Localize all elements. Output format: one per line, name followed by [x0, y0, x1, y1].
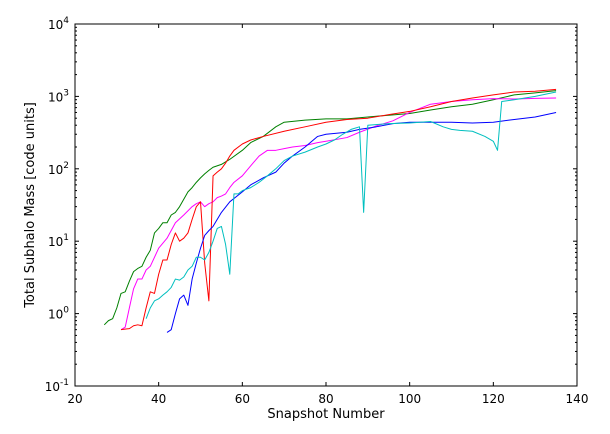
y-axis-label: Total Subhalo Mass [code units] — [23, 102, 38, 309]
y-axis-ticks: 10-1 100 101 102 103 104 — [45, 16, 577, 394]
series-layer — [103, 88, 557, 333]
y-tick-label: 101 — [48, 233, 69, 249]
x-tick-label: 120 — [482, 392, 505, 406]
x-tick-label: 20 — [67, 392, 82, 406]
x-tick-label: 140 — [566, 392, 589, 406]
plot-frame — [74, 23, 578, 387]
y-tick-label: 104 — [48, 16, 69, 32]
y-tick-label: 10-1 — [45, 378, 69, 394]
x-axis-label: Snapshot Number — [267, 407, 385, 422]
x-tick-label: 80 — [318, 392, 333, 406]
series-line-1 — [103, 90, 557, 326]
x-tick-label: 40 — [151, 392, 166, 406]
series-line-5 — [145, 91, 557, 319]
series-line-3 — [120, 88, 557, 331]
y-tick-label: 103 — [48, 88, 69, 104]
x-tick-label: 100 — [398, 392, 421, 406]
y-tick-label: 100 — [48, 306, 69, 322]
x-tick-label: 60 — [235, 392, 250, 406]
x-axis-ticks: 20 40 60 80 100 120 140 — [67, 24, 588, 406]
y-tick-label: 102 — [48, 161, 69, 177]
series-line-2 — [120, 97, 557, 331]
